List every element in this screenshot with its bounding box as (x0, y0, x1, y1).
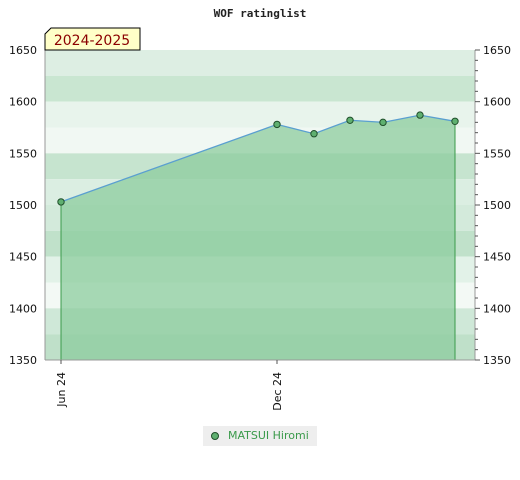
y-tick-label-left: 1500 (9, 199, 37, 212)
y-tick-label-right: 1350 (483, 354, 511, 367)
background-band (45, 75, 475, 102)
y-tick-label-right: 1600 (483, 96, 511, 109)
data-point (379, 118, 387, 127)
chart-title: WOF ratinglist (214, 7, 307, 20)
data-points (57, 111, 459, 206)
legend: MATSUI Hiromi (203, 426, 317, 446)
data-point (451, 117, 459, 126)
y-tick-label-left: 1400 (9, 302, 37, 315)
data-point (416, 111, 424, 119)
y-tick-label-left: 1650 (9, 44, 37, 57)
legend-label: MATSUI Hiromi (228, 429, 309, 442)
x-tick-label: Dec 24 (271, 372, 284, 411)
y-tick-label-left: 1350 (9, 354, 37, 367)
y-tick-label-right: 1650 (483, 44, 511, 57)
data-point (346, 116, 354, 124)
background-band (45, 50, 475, 76)
y-tick-label-right: 1400 (483, 302, 511, 315)
data-point (57, 198, 65, 206)
data-point (310, 130, 318, 138)
y-tick-label-left: 1600 (9, 96, 37, 109)
y-tick-label-right: 1550 (483, 147, 511, 160)
data-point (273, 120, 281, 129)
y-tick-label-right: 1450 (483, 251, 511, 264)
axes: 1350 1350 1400 1400 1450 1450 1500 1500 1550 1550… (9, 44, 511, 411)
x-tick-label: Jun 24 (55, 372, 68, 408)
y-tick-label-left: 1450 (9, 251, 37, 264)
season-label-text: 2024-2025 (54, 33, 130, 49)
series-area (61, 115, 455, 360)
y-tick-label-right: 1500 (483, 199, 511, 212)
y-tick-label-left: 1550 (9, 147, 37, 160)
season-label: 2024-2025 (44, 27, 141, 51)
legend-marker (211, 432, 219, 440)
